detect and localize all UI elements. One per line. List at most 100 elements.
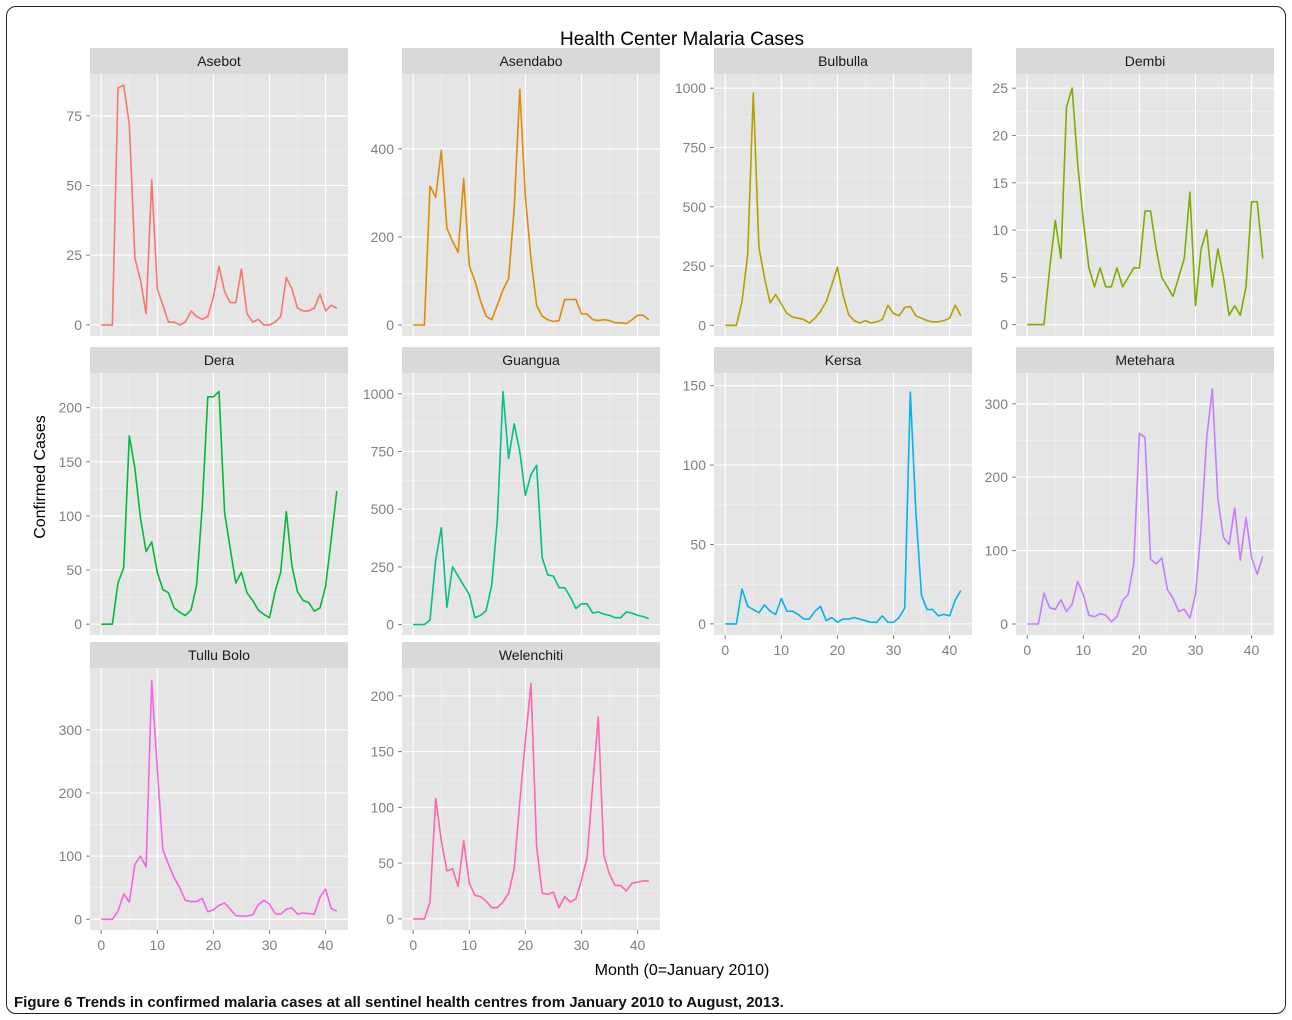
series-line-asebot	[101, 84, 338, 326]
caption-label: Figure 6	[14, 994, 73, 1011]
x-tick-label: 10	[150, 937, 166, 953]
series-line-guangua	[413, 390, 650, 626]
facet-strip	[714, 347, 972, 373]
facet-dembi: Dembi 0 5 10 15 20 25	[992, 48, 1274, 336]
y-tick-label: 100	[371, 799, 395, 815]
figure-caption: Figure 6 Trends in confirmed malaria cas…	[14, 994, 784, 1011]
facet-strip-label: Guangua	[502, 352, 560, 368]
x-tick-label: 30	[574, 937, 590, 953]
facet-strip	[402, 347, 660, 373]
x-tick-label: 30	[886, 642, 902, 658]
x-tick-label: 0	[97, 937, 105, 953]
y-tick-label: 50	[378, 855, 394, 871]
y-tick-label: 0	[386, 911, 394, 927]
x-tick-label: 40	[630, 937, 646, 953]
series-line-tullu-bolo	[101, 679, 338, 921]
facet-strip	[714, 48, 972, 74]
series-line-bulbulla	[725, 92, 962, 327]
facet-strip-label: Dembi	[1125, 53, 1165, 69]
y-tick-label: 250	[371, 559, 395, 575]
facet-guangua: Guangua 0 250 500 750 1000	[363, 347, 660, 635]
y-tick-label: 200	[371, 229, 395, 245]
facet-strip	[90, 642, 348, 668]
y-tick-label: 0	[74, 616, 82, 632]
x-tick-label: 20	[206, 937, 222, 953]
y-tick-label: 100	[59, 848, 83, 864]
y-tick-label: 0	[698, 317, 706, 333]
series-line-welenchiti	[413, 682, 649, 920]
panel-background	[402, 668, 660, 930]
y-tick-label: 1000	[675, 80, 706, 96]
panel-background	[1016, 74, 1274, 336]
y-tick-label: 0	[74, 911, 82, 927]
y-tick-label: 200	[371, 688, 395, 704]
x-axis-label: Month (0=January 2010)	[595, 962, 770, 979]
x-tick-label: 20	[830, 642, 846, 658]
facet-strip-label: Kersa	[825, 352, 862, 368]
y-tick-label: 0	[698, 616, 706, 632]
y-tick-label: 75	[66, 108, 82, 124]
y-tick-label: 100	[985, 543, 1009, 559]
facet-strip-label: Welenchiti	[499, 647, 563, 663]
panel-background	[402, 74, 660, 336]
y-tick-label: 250	[683, 258, 707, 274]
y-tick-label: 200	[59, 785, 83, 801]
y-tick-label: 200	[59, 400, 83, 416]
y-tick-label: 25	[66, 247, 82, 263]
x-tick-label: 20	[518, 937, 534, 953]
y-tick-label: 50	[66, 562, 82, 578]
x-tick-label: 40	[318, 937, 334, 953]
panel-background	[90, 373, 348, 635]
x-tick-label: 10	[1076, 642, 1092, 658]
facet-asebot: Asebot 0 25 50 75	[66, 48, 348, 336]
y-tick-label: 0	[1000, 616, 1008, 632]
y-tick-label: 50	[690, 536, 706, 552]
facet-strip-label: Asebot	[197, 53, 241, 69]
y-tick-label: 500	[683, 199, 707, 215]
y-tick-label: 25	[992, 80, 1008, 96]
chart-title: Health Center Malaria Cases	[560, 29, 804, 50]
facet-strip	[402, 48, 660, 74]
y-tick-label: 10	[992, 222, 1008, 238]
x-tick-label: 20	[1132, 642, 1148, 658]
facet-strip	[1016, 347, 1274, 373]
facet-metehara: Metehara 0 100 200 300 0 10 20 30 40	[985, 347, 1274, 658]
facet-tullu-bolo: Tullu Bolo 0 100 200 300 0 10 20 30 40	[59, 642, 348, 953]
y-tick-label: 100	[59, 508, 83, 524]
figure-frame	[6, 6, 1286, 1014]
x-tick-label: 30	[262, 937, 278, 953]
series-line-metehara	[1027, 388, 1264, 625]
facet-strip	[1016, 48, 1274, 74]
x-tick-label: 10	[462, 937, 478, 953]
panel-background	[90, 668, 348, 930]
y-tick-label: 100	[683, 457, 707, 473]
facet-strip	[90, 48, 348, 74]
y-tick-label: 0	[386, 317, 394, 333]
y-tick-label: 20	[992, 127, 1008, 143]
y-tick-label: 150	[371, 744, 395, 760]
y-tick-label: 15	[992, 175, 1008, 191]
series-line-kersa	[725, 391, 962, 625]
facet-strip-label: Asendabo	[499, 53, 562, 69]
y-tick-label: 200	[985, 469, 1009, 485]
facet-strip-label: Metehara	[1115, 352, 1174, 368]
x-tick-label: 30	[1188, 642, 1204, 658]
facet-strip-label: Bulbulla	[818, 53, 868, 69]
facet-asendabo: Asendabo 0 200 400	[371, 48, 660, 336]
series-line-dera	[101, 390, 338, 626]
y-tick-label: 0	[1000, 317, 1008, 333]
series-line-asendabo	[413, 88, 650, 326]
facet-strip	[402, 642, 660, 668]
facet-kersa: Kersa 0 50 100 150 0 10 20 30 40	[683, 347, 972, 658]
facet-welenchiti: Welenchiti 0 50 100 150 200 0 10 20 30 40	[371, 642, 660, 953]
facet-grid: Asebot0255075Asendabo0200400Bulbulla0250…	[59, 48, 1274, 953]
x-tick-label: 40	[1244, 642, 1260, 658]
y-tick-label: 1000	[363, 386, 394, 402]
x-tick-label: 0	[721, 642, 729, 658]
facet-bulbulla: Bulbulla 0 250 500 750 1000	[675, 48, 972, 336]
panel-background	[714, 373, 972, 635]
series-line-dembi	[1027, 87, 1264, 326]
y-tick-label: 0	[386, 617, 394, 633]
y-tick-label: 5	[1000, 269, 1008, 285]
